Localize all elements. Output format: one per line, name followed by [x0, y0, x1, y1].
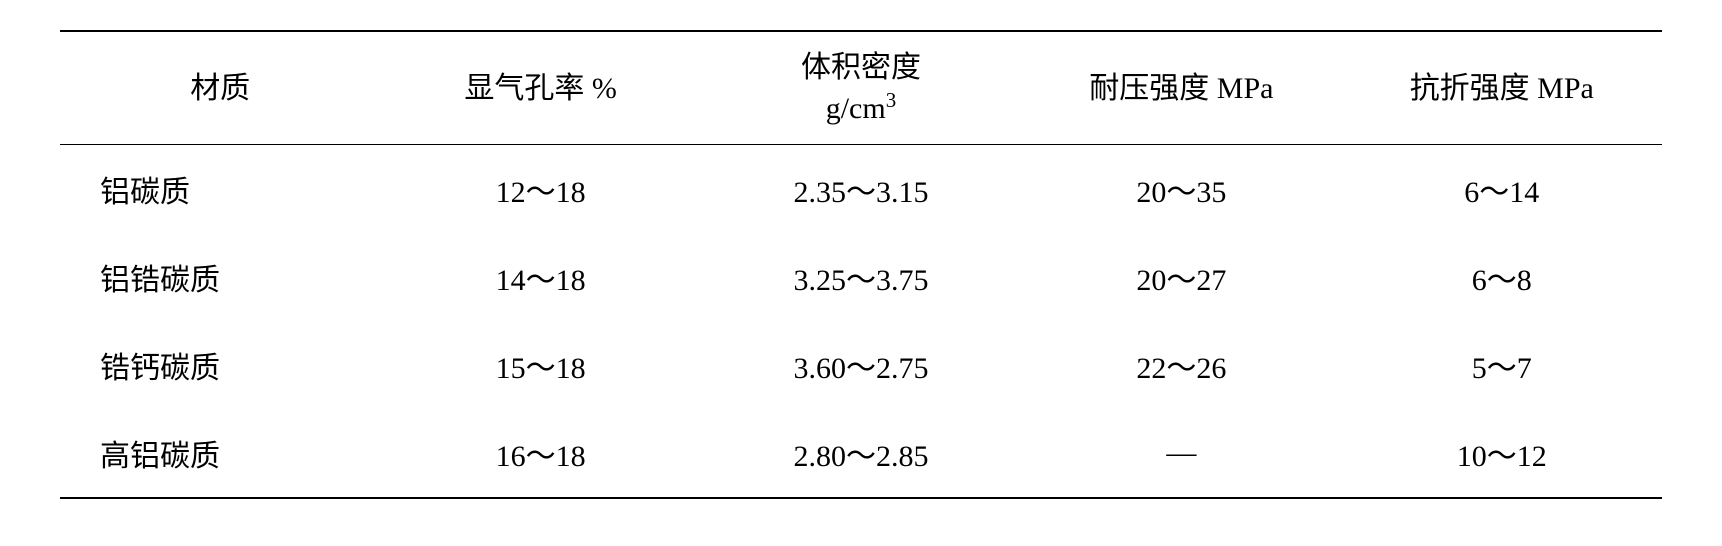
cell-compressive: — [1021, 409, 1341, 498]
table-row: 锆钙碳质 15～18 3.60～2.75 22～26 5～7 [60, 321, 1662, 409]
cell-compressive: 20～27 [1021, 233, 1341, 321]
header-label-line1: 体积密度 [801, 51, 921, 84]
table-row: 铝碳质 12～18 2.35～3.15 20～35 6～14 [60, 145, 1662, 234]
cell-density: 3.25～3.75 [701, 233, 1021, 321]
cell-compressive: 22～26 [1021, 321, 1341, 409]
cell-material: 铝锆碳质 [60, 233, 380, 321]
col-header-flexural: 抗折强度 MPa [1342, 31, 1662, 145]
header-label: 材质 [190, 72, 250, 105]
materials-properties-table: 材质 显气孔率 % 体积密度 g/cm3 耐压强度 MPa 抗折强度 MPa 铝… [60, 30, 1662, 499]
cell-porosity: 14～18 [380, 233, 700, 321]
cell-flexural: 6～14 [1342, 145, 1662, 234]
cell-porosity: 16～18 [380, 409, 700, 498]
cell-density: 3.60～2.75 [701, 321, 1021, 409]
cell-material: 锆钙碳质 [60, 321, 380, 409]
cell-density: 2.80～2.85 [701, 409, 1021, 498]
cell-density: 2.35～3.15 [701, 145, 1021, 234]
cell-flexural: 6～8 [1342, 233, 1662, 321]
cell-material: 高铝碳质 [60, 409, 380, 498]
col-header-density: 体积密度 g/cm3 [701, 31, 1021, 145]
col-header-porosity: 显气孔率 % [380, 31, 700, 145]
table-body: 铝碳质 12～18 2.35～3.15 20～35 6～14 铝锆碳质 14～1… [60, 145, 1662, 499]
cell-porosity: 15～18 [380, 321, 700, 409]
cell-material: 铝碳质 [60, 145, 380, 234]
header-label: 显气孔率 % [464, 72, 617, 105]
cell-porosity: 12～18 [380, 145, 700, 234]
table-row: 铝锆碳质 14～18 3.25～3.75 20～27 6～8 [60, 233, 1662, 321]
col-header-material: 材质 [60, 31, 380, 145]
header-row: 材质 显气孔率 % 体积密度 g/cm3 耐压强度 MPa 抗折强度 MPa [60, 31, 1662, 145]
header-label-line2: g/cm3 [826, 92, 897, 125]
table-row: 高铝碳质 16～18 2.80～2.85 — 10～12 [60, 409, 1662, 498]
cell-compressive: 20～35 [1021, 145, 1341, 234]
table-header: 材质 显气孔率 % 体积密度 g/cm3 耐压强度 MPa 抗折强度 MPa [60, 31, 1662, 145]
cell-flexural: 5～7 [1342, 321, 1662, 409]
header-label: 抗折强度 MPa [1410, 72, 1594, 105]
col-header-compressive: 耐压强度 MPa [1021, 31, 1341, 145]
header-label: 耐压强度 MPa [1089, 72, 1273, 105]
cell-flexural: 10～12 [1342, 409, 1662, 498]
